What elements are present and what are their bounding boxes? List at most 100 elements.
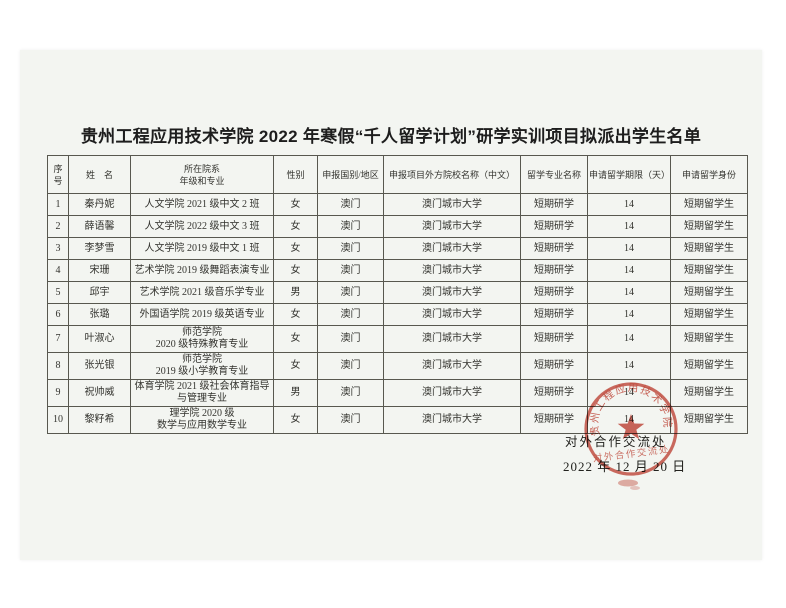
cell-identity: 短期留学生 <box>670 215 748 238</box>
cell-days: 14 <box>587 406 671 434</box>
cell-major: 短期研学 <box>520 303 588 326</box>
cell-gender: 女 <box>273 303 318 326</box>
cell-name: 薛语馨 <box>68 215 131 238</box>
issue-date: 2022 年 12 月 20 日 <box>563 459 687 474</box>
cell-country: 澳门 <box>317 193 384 216</box>
cell-no: 2 <box>47 215 69 238</box>
cell-school: 澳门城市大学 <box>383 281 521 304</box>
cell-school: 澳门城市大学 <box>383 352 521 380</box>
header-row: 序 号 姓 名 所在院系 年级和专业 性别 申报国别/地区 申报项目外方院校名称… <box>47 155 748 194</box>
cell-gender: 女 <box>273 325 318 353</box>
table-header: 序 号 姓 名 所在院系 年级和专业 性别 申报国别/地区 申报项目外方院校名称… <box>47 155 748 194</box>
cell-identity: 短期留学生 <box>670 259 748 282</box>
cell-dept: 师范学院 2019 级小学教育专业 <box>130 352 274 380</box>
cell-major: 短期研学 <box>520 259 588 282</box>
cell-dept: 外国语学院 2019 级英语专业 <box>130 303 274 326</box>
cell-gender: 女 <box>273 193 318 216</box>
cell-dept: 艺术学院 2021 级音乐学专业 <box>130 281 274 304</box>
student-table: 序 号 姓 名 所在院系 年级和专业 性别 申报国别/地区 申报项目外方院校名称… <box>47 155 748 434</box>
cell-school: 澳门城市大学 <box>383 237 521 260</box>
cell-gender: 女 <box>273 352 318 380</box>
cell-gender: 女 <box>273 259 318 282</box>
cell-school: 澳门城市大学 <box>383 193 521 216</box>
cell-name: 祝帅威 <box>68 379 131 407</box>
header-no: 序 号 <box>47 155 69 194</box>
cell-identity: 短期留学生 <box>670 193 748 216</box>
cell-country: 澳门 <box>317 215 384 238</box>
cell-dept: 人文学院 2022 级中文 3 班 <box>130 215 274 238</box>
cell-gender: 女 <box>273 406 318 434</box>
issuing-department: 对外合作交流处 <box>565 435 667 449</box>
cell-country: 澳门 <box>317 406 384 434</box>
cell-gender: 女 <box>273 237 318 260</box>
cell-dept: 人文学院 2021 级中文 2 班 <box>130 193 274 216</box>
cell-identity: 短期留学生 <box>670 352 748 380</box>
cell-days: 14 <box>587 259 671 282</box>
cell-identity: 短期留学生 <box>670 303 748 326</box>
cell-days: 14 <box>587 281 671 304</box>
cell-school: 澳门城市大学 <box>383 303 521 326</box>
seal-ink-smudge-2 <box>630 486 640 490</box>
cell-gender: 男 <box>273 281 318 304</box>
cell-days: 14 <box>587 303 671 326</box>
cell-no: 3 <box>47 237 69 260</box>
table-row: 7 叶淑心 师范学院 2020 级特殊教育专业女澳门 澳门城市大学 短期研学 14 短期留学… <box>47 325 748 353</box>
cell-school: 澳门城市大学 <box>383 406 521 434</box>
cell-days: 14 <box>587 352 671 380</box>
cell-identity: 短期留学生 <box>670 237 748 260</box>
header-gender: 性别 <box>273 155 318 194</box>
cell-days: 14 <box>587 379 671 407</box>
header-identity: 申请留学身份 <box>670 155 748 194</box>
cell-days: 14 <box>587 215 671 238</box>
cell-country: 澳门 <box>317 259 384 282</box>
cell-country: 澳门 <box>317 237 384 260</box>
cell-country: 澳门 <box>317 303 384 326</box>
cell-name: 秦丹妮 <box>68 193 131 216</box>
cell-no: 10 <box>47 406 69 434</box>
cell-no: 4 <box>47 259 69 282</box>
cell-dept: 艺术学院 2019 级舞蹈表演专业 <box>130 259 274 282</box>
cell-identity: 短期留学生 <box>670 325 748 353</box>
cell-no: 5 <box>47 281 69 304</box>
cell-school: 澳门城市大学 <box>383 215 521 238</box>
cell-dept: 师范学院 2020 级特殊教育专业 <box>130 325 274 353</box>
cell-dept: 人文学院 2019 级中文 1 班 <box>130 237 274 260</box>
cell-school: 澳门城市大学 <box>383 379 521 407</box>
cell-major: 短期研学 <box>520 352 588 380</box>
table-row: 6 张璐 外国语学院 2019 级英语专业女澳门 澳门城市大学 短期研学 14 短期留学生 <box>47 303 748 326</box>
cell-identity: 短期留学生 <box>670 379 748 407</box>
table-body: 1 秦丹妮 人文学院 2021 级中文 2 班女澳门 澳门城市大学 短期研学 14 短期留学… <box>47 193 748 434</box>
cell-country: 澳门 <box>317 379 384 407</box>
table-row: 8 张光银 师范学院 2019 级小学教育专业女澳门 澳门城市大学 短期研学 14 短期留学… <box>47 352 748 380</box>
cell-no: 8 <box>47 352 69 380</box>
cell-gender: 男 <box>273 379 318 407</box>
scanned-page: 贵州工程应用技术学院 2022 年寒假“千人留学计划”研学实训项目拟派出学生名单… <box>20 50 762 560</box>
cell-no: 1 <box>47 193 69 216</box>
header-dept: 所在院系 年级和专业 <box>130 155 274 194</box>
cell-no: 6 <box>47 303 69 326</box>
table-row: 4 宋珊 艺术学院 2019 级舞蹈表演专业女澳门 澳门城市大学 短期研学 14 短期留学生 <box>47 259 748 282</box>
cell-identity: 短期留学生 <box>670 281 748 304</box>
header-country: 申报国别/地区 <box>317 155 384 194</box>
cell-name: 叶淑心 <box>68 325 131 353</box>
cell-country: 澳门 <box>317 281 384 304</box>
document-title: 贵州工程应用技术学院 2022 年寒假“千人留学计划”研学实训项目拟派出学生名单 <box>80 127 702 146</box>
cell-name: 宋珊 <box>68 259 131 282</box>
cell-no: 9 <box>47 379 69 407</box>
cell-identity: 短期留学生 <box>670 406 748 434</box>
table-row: 1 秦丹妮 人文学院 2021 级中文 2 班女澳门 澳门城市大学 短期研学 14 短期留学… <box>47 193 748 216</box>
header-days: 申请留学期限（天） <box>587 155 671 194</box>
cell-days: 14 <box>587 325 671 353</box>
header-school: 申报项目外方院校名称（中文） <box>383 155 521 194</box>
cell-major: 短期研学 <box>520 325 588 353</box>
header-name: 姓 名 <box>68 155 131 194</box>
cell-days: 14 <box>587 237 671 260</box>
cell-gender: 女 <box>273 215 318 238</box>
cell-dept: 体育学院 2021 级社会体育指导 与管理专业 <box>130 379 274 407</box>
cell-name: 黎籽希 <box>68 406 131 434</box>
header-major: 留学专业名称 <box>520 155 588 194</box>
table-row: 10 黎籽希 理学院 2020 级 数学与应用数学专业女澳门 澳门城市大学 短期研学 14… <box>47 406 748 434</box>
table-row: 9 祝帅威 体育学院 2021 级社会体育指导 与管理专业男澳门 澳门城市大学 短期研学… <box>47 379 748 407</box>
cell-no: 7 <box>47 325 69 353</box>
cell-major: 短期研学 <box>520 406 588 434</box>
